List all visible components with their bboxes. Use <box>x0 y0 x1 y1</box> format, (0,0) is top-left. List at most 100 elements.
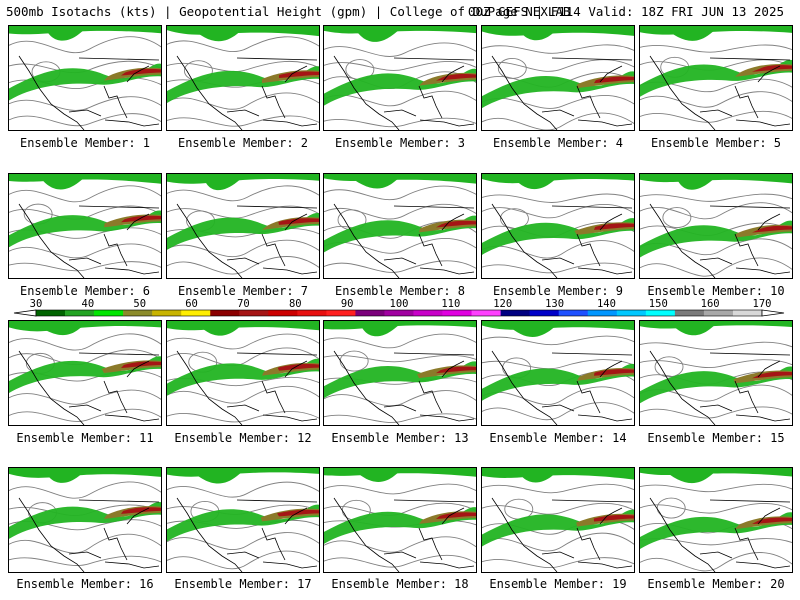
colorbar-left-arrow <box>13 309 37 317</box>
colorbar-swatch <box>703 310 734 316</box>
ensemble-member-label: Ensemble Member: 11 <box>16 431 154 445</box>
ensemble-member-label: Ensemble Member: 13 <box>331 431 469 445</box>
ensemble-map <box>167 321 319 425</box>
colorbar-tick-label: 110 <box>441 298 460 310</box>
coastline-borders <box>333 203 475 278</box>
coastline-borders <box>18 55 160 130</box>
colorbar-swatch <box>268 310 298 316</box>
coastline-borders <box>649 203 791 278</box>
ensemble-map-panel <box>166 173 320 279</box>
coastline-borders <box>176 497 318 572</box>
header-run-info: 00Z GEFS | F114 Valid: 18Z FRI JUN 13 20… <box>467 4 784 19</box>
coastline-borders <box>176 203 318 278</box>
colorbar-swatch <box>326 310 356 316</box>
coastline-borders <box>491 55 633 130</box>
colorbar-tick-label: 70 <box>237 298 250 310</box>
colorbar-swatch <box>123 310 153 316</box>
isotach-shading <box>640 26 792 97</box>
colorbar-swatch <box>645 310 676 316</box>
colorbar-tick-label: 120 <box>493 298 512 310</box>
colorbar-swatch <box>210 310 240 316</box>
coastline-borders <box>18 350 160 425</box>
colorbar-tick-label: 60 <box>185 298 198 310</box>
ensemble-member-label: Ensemble Member: 6 <box>19 284 151 298</box>
colorbar-tick-label: 150 <box>649 298 668 310</box>
colorbar-swatch <box>500 310 530 316</box>
isotach-shading <box>9 468 161 539</box>
colorbar-swatch <box>587 310 618 316</box>
height-contours <box>167 185 319 275</box>
ensemble-map-panel <box>639 25 793 131</box>
ensemble-map-panel <box>481 173 635 279</box>
ensemble-map-panel <box>639 320 793 426</box>
ensemble-member-label: Ensemble Member: 9 <box>492 284 624 298</box>
isotach-shading <box>640 174 792 258</box>
ensemble-map-panel <box>323 467 477 573</box>
colorbar-right-arrow <box>761 309 785 317</box>
ensemble-member-label: Ensemble Member: 15 <box>647 431 785 445</box>
coastline-borders <box>491 350 633 425</box>
colorbar-tick-label: 170 <box>753 298 772 310</box>
ensemble-map <box>640 468 792 572</box>
isotach-shading <box>482 321 634 401</box>
ensemble-map-panel <box>8 467 162 573</box>
ensemble-map-panel <box>8 320 162 426</box>
coastline-borders <box>333 497 475 572</box>
colorbar-swatch <box>384 310 414 316</box>
ensemble-map-panel <box>481 25 635 131</box>
ensemble-map <box>167 468 319 572</box>
ensemble-map <box>9 321 161 425</box>
ensemble-member-label: Ensemble Member: 2 <box>177 136 309 150</box>
ensemble-member-label: Ensemble Member: 14 <box>489 431 627 445</box>
ensemble-map <box>9 468 161 572</box>
colorbar-tick-label: 140 <box>597 298 616 310</box>
colorbar-swatch <box>413 310 443 316</box>
colorbar-swatch <box>239 310 269 316</box>
ensemble-map <box>324 26 476 130</box>
ensemble-map-panel <box>8 173 162 279</box>
colorbar-swatch <box>94 310 124 316</box>
isotach-shading <box>482 26 634 109</box>
colorbar-swatch <box>674 310 705 316</box>
coastline-borders <box>333 55 475 130</box>
colorbar-swatch <box>297 310 327 316</box>
colorbar-swatch <box>529 310 560 316</box>
ensemble-map <box>482 321 634 425</box>
coastline-borders <box>18 203 160 278</box>
colorbar-swatch <box>732 310 763 316</box>
isotach-shading <box>324 321 476 399</box>
isotach-shading <box>482 174 634 255</box>
ensemble-map-panel <box>166 25 320 131</box>
colorbar-tick-label: 40 <box>82 298 95 310</box>
coastline-borders <box>176 55 318 130</box>
colorbar-swatch <box>558 310 589 316</box>
coastline-borders <box>649 350 791 425</box>
colorbar-tick-label: 80 <box>289 298 302 310</box>
ensemble-member-label: Ensemble Member: 8 <box>334 284 466 298</box>
height-contours <box>9 36 161 127</box>
ensemble-map <box>9 174 161 278</box>
ensemble-map <box>9 26 161 130</box>
height-contours <box>482 483 634 568</box>
ensemble-map-panel <box>481 320 635 426</box>
ensemble-map-panel <box>323 25 477 131</box>
isotach-shading <box>324 468 476 544</box>
colorbar-swatch <box>181 310 211 316</box>
isotach-shading <box>167 468 319 542</box>
isotach-shading <box>9 174 161 248</box>
header-title: 500mb Isotachs (kts) | Geopotential Heig… <box>6 4 571 19</box>
coastline-borders <box>649 497 791 572</box>
colorbar-swatch <box>36 310 66 316</box>
ensemble-member-label: Ensemble Member: 10 <box>647 284 785 298</box>
ensemble-map <box>324 174 476 278</box>
ensemble-member-label: Ensemble Member: 4 <box>492 136 624 150</box>
isotach-shading <box>324 26 476 106</box>
colorbar-tick-label: 50 <box>133 298 146 310</box>
coastline-borders <box>176 350 318 425</box>
ensemble-map-panel <box>166 320 320 426</box>
ensemble-member-label: Ensemble Member: 20 <box>647 577 785 591</box>
ensemble-map-panel <box>323 320 477 426</box>
ensemble-map-panel <box>481 467 635 573</box>
isotach-shading <box>167 321 319 396</box>
ensemble-member-label: Ensemble Member: 3 <box>334 136 466 150</box>
